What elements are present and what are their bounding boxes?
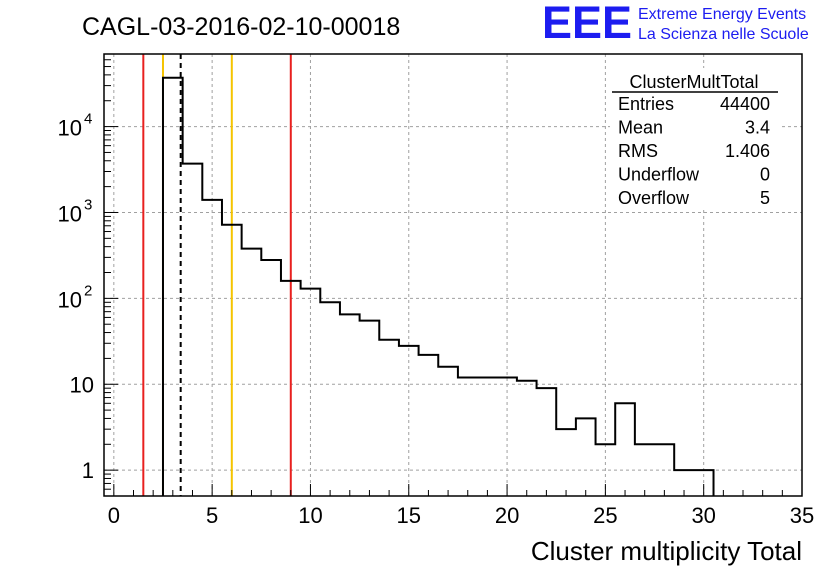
chart-title: CAGL-03-2016-02-10-00018 [82, 13, 400, 41]
stats-value: 0 [760, 165, 770, 185]
histogram-bin [399, 346, 419, 496]
y-tick-label: 10 2 [58, 282, 93, 312]
stats-value: 44400 [720, 94, 770, 114]
histogram-bin [202, 200, 222, 496]
plot-border [103, 53, 803, 497]
stats-value: 1.406 [725, 141, 770, 161]
x-tick-label: 5 [206, 503, 218, 528]
histogram-bin [320, 302, 340, 496]
histogram-bin [163, 78, 183, 496]
x-tick-label: 35 [790, 503, 814, 528]
y-tick-label-exponent: 3 [84, 196, 92, 213]
stats-label: Underflow [618, 165, 700, 185]
stats-box-title: ClusterMultTotal [629, 72, 758, 92]
y-tick-label-base: 10 [58, 201, 82, 226]
x-tick-label: 20 [495, 503, 519, 528]
stats-label: RMS [618, 141, 658, 161]
histogram-bin [537, 388, 557, 496]
histogram-bin [183, 164, 203, 496]
eee-logo-mark: EEE [542, 0, 632, 48]
stats-value: 5 [760, 188, 770, 208]
y-tick-label-exponent: 2 [84, 282, 92, 299]
y-tick-label-exponent: 4 [84, 111, 92, 128]
stats-box: ClusterMultTotal Entries 44400 Mean 3.4 RMS 1… [610, 68, 780, 210]
x-tick-label: 30 [691, 503, 715, 528]
histogram-bin [517, 381, 537, 496]
histogram-bin [615, 403, 635, 496]
y-tick-label-base: 10 [58, 287, 82, 312]
histogram-bin [438, 367, 458, 496]
histogram-bin [242, 249, 262, 496]
x-tick-label: 15 [397, 503, 421, 528]
histogram-bin [222, 225, 242, 496]
stats-value: 3.4 [745, 118, 770, 138]
histogram-series [161, 76, 715, 496]
x-axis-label: Cluster multiplicity Total [531, 536, 802, 566]
x-tick-label: 0 [108, 503, 120, 528]
x-tick-label: 10 [298, 503, 322, 528]
histogram-bin [497, 377, 517, 496]
eee-logo-line2: La Scienza nelle Scuole [638, 26, 809, 43]
x-axis: 0 5 10 15 20 25 30 35 [108, 484, 814, 528]
histogram-bin [419, 355, 439, 496]
eee-logo-line1: Extreme Energy Events [638, 6, 806, 23]
histogram-bin [635, 444, 655, 496]
histogram-bin [458, 377, 478, 496]
y-tick-label-base: 10 [58, 116, 82, 141]
histogram-bin [655, 444, 675, 496]
histogram-bin [261, 260, 281, 496]
eee-logo: EEE Extreme Energy Events La Scienza nel… [542, 0, 809, 48]
y-tick-label: 1 [82, 458, 94, 483]
histogram-bin [281, 281, 301, 496]
histogram-bin [360, 321, 380, 496]
x-tick-label: 25 [593, 503, 617, 528]
histogram-bin [478, 377, 498, 496]
stats-label: Overflow [618, 188, 690, 208]
histogram-bin [340, 314, 360, 496]
histogram-outline [161, 76, 715, 496]
y-tick-label: 10 [70, 372, 94, 397]
stats-rows: Entries 44400 Mean 3.4 RMS 1.406 Underflow 0 Ove… [618, 94, 770, 208]
stats-label: Entries [618, 94, 674, 114]
histogram-bin [556, 429, 576, 496]
histogram-bin [576, 418, 596, 496]
plot-frame [103, 53, 803, 497]
y-tick-label: 10 3 [58, 196, 93, 226]
y-tick-label: 10 4 [58, 111, 93, 141]
stats-label: Mean [618, 118, 663, 138]
histogram-bin [379, 340, 399, 496]
histogram-bin [301, 289, 321, 496]
